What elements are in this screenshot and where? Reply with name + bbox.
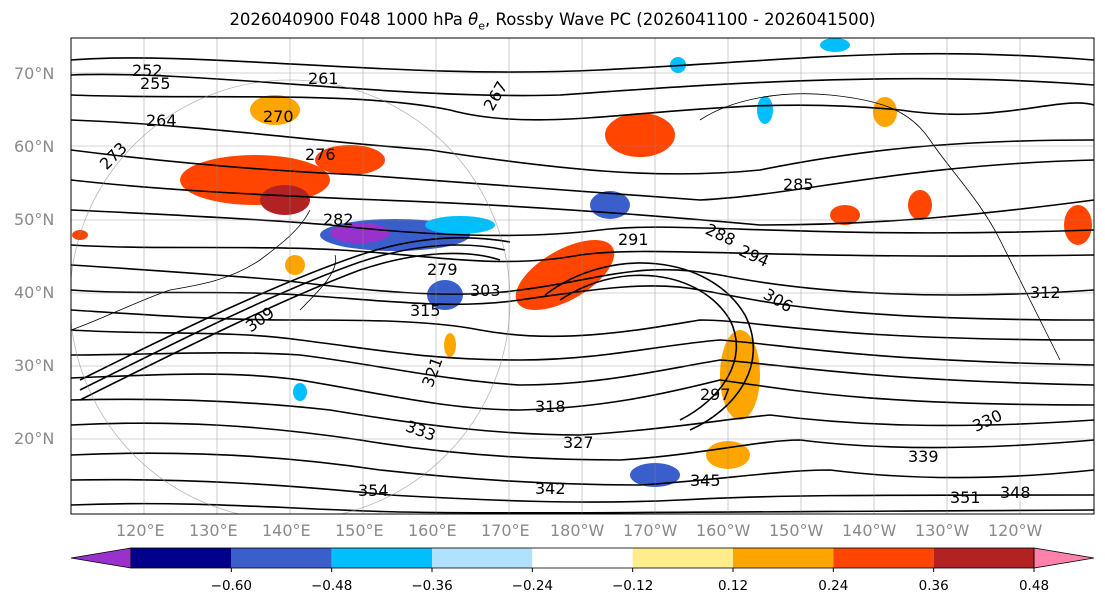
- contour-label: 315: [410, 301, 441, 320]
- colorbar-border: [130, 547, 1035, 569]
- colorbar-tick-label: −0.36: [411, 578, 453, 594]
- lon-label-130e: 130°E: [189, 521, 238, 540]
- colorbar-segment: [733, 548, 834, 568]
- title-theta: θ: [468, 10, 479, 29]
- lon-label-160e: 160°E: [408, 521, 457, 540]
- title-prefix: 2026040900 F048 1000 hPa: [229, 10, 469, 29]
- range-ring: [71, 79, 511, 514]
- colorbar-segment: [632, 548, 733, 568]
- contour-label: 342: [535, 479, 566, 498]
- title-subscript: e: [478, 19, 486, 33]
- colorbar-tick-label: 0.24: [818, 578, 849, 594]
- lat-label-60n: 60°N: [14, 137, 55, 156]
- colorbar-tick-label: −0.24: [511, 578, 554, 594]
- lon-label-140e: 140°E: [262, 521, 311, 540]
- lon-label-170e: 170°E: [481, 521, 530, 540]
- lon-label-140w: 140°W: [842, 521, 897, 540]
- lon-label-150e: 150°E: [335, 521, 384, 540]
- contour-label: 303: [470, 281, 501, 300]
- colorbar-tick-label: −0.48: [310, 578, 353, 594]
- colorbar-segment: [231, 548, 332, 568]
- lat-label-40n: 40°N: [14, 283, 55, 302]
- lat-label-50n: 50°N: [14, 210, 55, 229]
- plot-title: 2026040900 F048 1000 hPa θe, Rossby Wave…: [0, 10, 1105, 32]
- colorbar-tick-label: 0.36: [918, 578, 949, 594]
- lon-label-170w: 170°W: [623, 521, 678, 540]
- contour-label: 276: [305, 145, 336, 164]
- title-suffix: , Rossby Wave PC (2026041100 - 202604150…: [485, 10, 876, 29]
- lon-label-150w: 150°W: [769, 521, 824, 540]
- coastlines: [71, 93, 1061, 361]
- contour-label: 270: [263, 107, 294, 126]
- contour-label: 312: [1030, 283, 1061, 302]
- colorbar-segment: [933, 548, 1034, 568]
- contour-label: 297: [700, 385, 731, 404]
- lon-label-120w: 120°W: [988, 521, 1043, 540]
- lat-label-20n: 20°N: [14, 429, 55, 448]
- colorbar-tick-label: 0.48: [1018, 578, 1050, 594]
- colorbar-segment: [131, 548, 232, 568]
- colorbar-tick-label: −0.12: [611, 578, 654, 594]
- contour-label: 354: [358, 481, 389, 500]
- lon-label-160w: 160°W: [696, 521, 751, 540]
- contour-label: 285: [783, 175, 814, 194]
- lon-label-120e: 120°E: [116, 521, 165, 540]
- contour-label: 318: [535, 397, 566, 416]
- contour-label: 282: [323, 210, 354, 229]
- contour-label: 279: [427, 260, 458, 279]
- map-frame: [70, 37, 1095, 515]
- lon-label-180w: 180°W: [550, 521, 605, 540]
- contour-label: 339: [908, 447, 939, 466]
- lon-label-130w: 130°W: [915, 521, 970, 540]
- colorbar-tick-label: −0.60: [210, 578, 253, 594]
- lat-label-70n: 70°N: [14, 64, 55, 83]
- colorbar-segment: [833, 548, 934, 568]
- contour-label: 255: [140, 74, 171, 93]
- colorbar-extend-low: [70, 547, 132, 569]
- contour-label: 345: [690, 471, 721, 490]
- contour-label: 291: [618, 230, 649, 249]
- colorbar-extend-high: [1033, 547, 1095, 569]
- theta-e-contours: [71, 52, 1094, 514]
- contour-label: 252: [132, 61, 163, 80]
- colorbar-segment: [532, 548, 633, 568]
- colorbar-tick-label: 0.12: [717, 578, 749, 594]
- gridlines: [71, 38, 1094, 514]
- lat-label-30n: 30°N: [14, 356, 55, 375]
- contour-label: 348: [1000, 483, 1031, 502]
- contour-label: 261: [308, 69, 339, 88]
- contour-label: 264: [146, 111, 177, 130]
- colorbar-segment: [331, 548, 432, 568]
- contour-label: 351: [950, 488, 981, 507]
- colorbar-segment: [432, 548, 533, 568]
- colorbar: [70, 547, 1095, 572]
- contour-label: 327: [563, 433, 594, 452]
